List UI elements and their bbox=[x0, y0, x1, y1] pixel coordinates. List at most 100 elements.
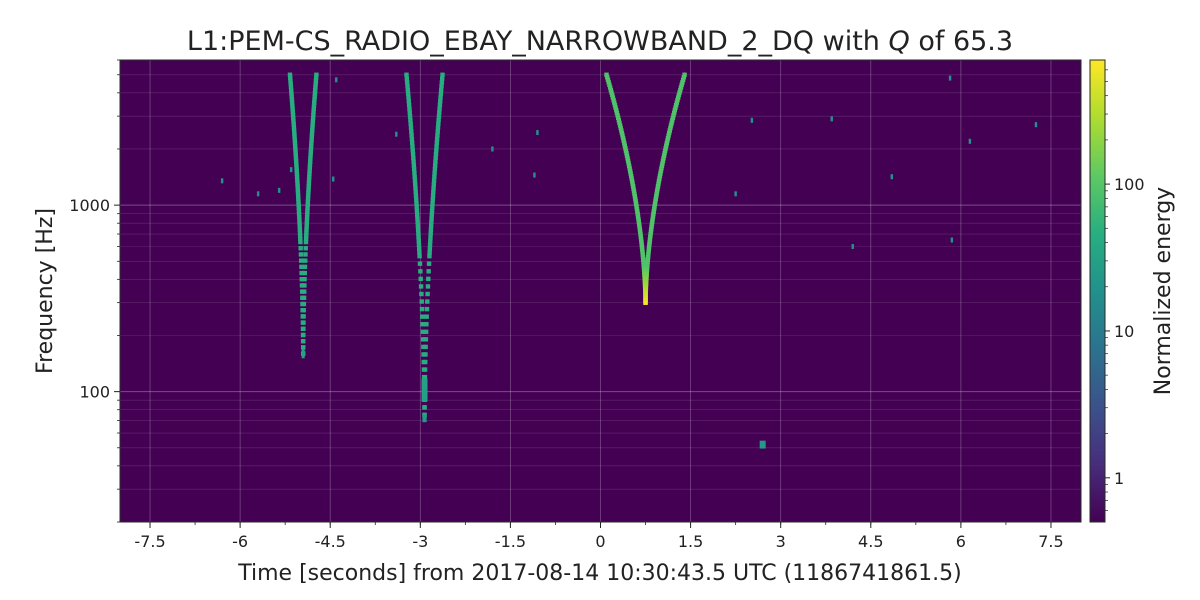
energy-speck bbox=[830, 116, 833, 122]
chirp-3-segment bbox=[640, 249, 645, 255]
chirp-2-segment bbox=[426, 276, 431, 282]
energy-speck bbox=[395, 131, 398, 137]
chirp-1-segment bbox=[303, 239, 309, 245]
chirp-1-segment bbox=[295, 177, 300, 183]
chirp-1-segment bbox=[303, 258, 308, 263]
chirp-3-segment bbox=[669, 120, 674, 126]
chirp-1-segment bbox=[297, 221, 302, 226]
chirp-1-segment bbox=[306, 180, 312, 186]
chirp-3-segment bbox=[650, 219, 655, 224]
chirp-1-segment bbox=[299, 270, 304, 276]
chirp-1-segment bbox=[288, 78, 293, 84]
chirp-3-segment bbox=[608, 87, 614, 93]
chirp-3-segment bbox=[632, 191, 637, 196]
chirp-2-segment bbox=[423, 352, 428, 357]
chirp-3-segment bbox=[631, 189, 637, 194]
chirp-1-segment bbox=[301, 295, 307, 301]
chirp-1-segment bbox=[288, 84, 294, 90]
x-tick-label: -7.5 bbox=[134, 532, 165, 551]
chirp-1-segment bbox=[293, 156, 299, 161]
chirp-3-segment bbox=[677, 90, 682, 95]
chirp-2-segment bbox=[409, 133, 414, 138]
chirp-1-segment bbox=[301, 307, 306, 313]
chirp-3-segment bbox=[641, 267, 647, 272]
chirp-1-segment bbox=[296, 202, 301, 208]
chirp-1-segment bbox=[298, 236, 303, 242]
chirp-3-segment bbox=[657, 173, 663, 179]
chirp-2-segment bbox=[410, 148, 415, 153]
chirp-3-segment bbox=[661, 153, 667, 158]
chirp-1-segment bbox=[292, 137, 297, 143]
chirp-2-segment bbox=[435, 125, 441, 130]
chirp-3-segment bbox=[643, 282, 649, 288]
chirp-1-segment bbox=[305, 205, 310, 211]
chirp-2-segment bbox=[424, 314, 429, 319]
chirp-3-segment bbox=[624, 153, 630, 158]
chirp-3-segment bbox=[654, 189, 660, 194]
chirp-2-segment bbox=[404, 72, 409, 77]
chirp-2-segment bbox=[417, 253, 422, 259]
chirp-3-segment bbox=[639, 244, 645, 250]
chirp-3-segment bbox=[637, 229, 643, 234]
chirp-3-segment bbox=[664, 143, 669, 148]
chirp-1-segment bbox=[289, 100, 295, 105]
chirp-3-segment bbox=[681, 75, 687, 80]
chirp-1-segment bbox=[301, 338, 306, 344]
energy-speck bbox=[491, 146, 494, 152]
chirp-1-segment bbox=[296, 205, 302, 211]
chirp-3-segment bbox=[674, 100, 680, 105]
energy-speck bbox=[950, 237, 954, 243]
chirp-1-segment bbox=[314, 72, 319, 77]
chirp-1-segment bbox=[289, 97, 295, 102]
chirp-1-segment bbox=[293, 153, 298, 158]
chirp-3-segment bbox=[660, 158, 666, 164]
chirp-3-segment bbox=[636, 219, 642, 224]
chart-title: L1:PEM-CS_RADIO_EBAY_NARROWBAND_2_DQ wit… bbox=[187, 26, 1013, 57]
chirp-1-segment bbox=[309, 134, 315, 139]
chirp-1-segment bbox=[304, 233, 309, 239]
chirp-2-segment bbox=[421, 344, 426, 350]
chirp-3-segment bbox=[654, 194, 659, 199]
chirp-3-segment bbox=[615, 115, 621, 121]
chirp-1-segment bbox=[294, 162, 299, 167]
energy-speck bbox=[750, 117, 754, 123]
chirp-1-segment bbox=[313, 81, 318, 87]
chirp-3-segment bbox=[607, 82, 612, 88]
chirp-3-segment bbox=[610, 92, 615, 98]
chirp-1-segment bbox=[303, 252, 308, 257]
chirp-2-segment bbox=[426, 269, 431, 274]
chirp-3-segment bbox=[616, 118, 622, 123]
chirp-3-segment bbox=[641, 262, 646, 267]
energy-speck bbox=[968, 138, 972, 144]
chirp-1-segment bbox=[305, 211, 310, 217]
chirp-3-segment bbox=[634, 206, 640, 212]
colorbar-tick-label: 1 bbox=[1114, 469, 1124, 488]
chirp-2-segment bbox=[434, 140, 440, 146]
chirp-2-segment bbox=[412, 174, 417, 180]
chirp-3-segment bbox=[645, 262, 650, 267]
chirp-2-segment bbox=[430, 193, 436, 198]
chirp-1-segment bbox=[310, 125, 315, 130]
chirp-2-segment bbox=[427, 253, 432, 259]
chirp-3-segment bbox=[662, 151, 667, 156]
chirp-2-segment bbox=[419, 306, 425, 312]
chirp-2-segment bbox=[420, 337, 426, 342]
chirp-3-segment bbox=[668, 125, 673, 131]
chirp-3-segment bbox=[664, 140, 670, 146]
chirp-1-segment bbox=[311, 103, 317, 108]
chirp-2-segment bbox=[406, 95, 411, 100]
spectrogram-marks bbox=[220, 72, 1038, 449]
chirp-3-segment bbox=[673, 102, 679, 108]
chirp-2-segment bbox=[432, 163, 438, 168]
chirp-3-segment bbox=[663, 145, 668, 151]
chirp-2-segment bbox=[405, 91, 411, 96]
chirp-2-segment bbox=[411, 163, 417, 168]
chirp-2-segment bbox=[432, 167, 438, 172]
chirp-3-segment bbox=[606, 80, 611, 85]
y-axis-label: Frequency [Hz] bbox=[33, 208, 58, 374]
chirp-1-segment bbox=[301, 314, 306, 319]
chirp-1-segment bbox=[295, 184, 300, 189]
x-tick-label: -3 bbox=[412, 532, 428, 551]
chirp-3-segment bbox=[644, 267, 650, 272]
chirp-1-segment bbox=[301, 345, 306, 350]
